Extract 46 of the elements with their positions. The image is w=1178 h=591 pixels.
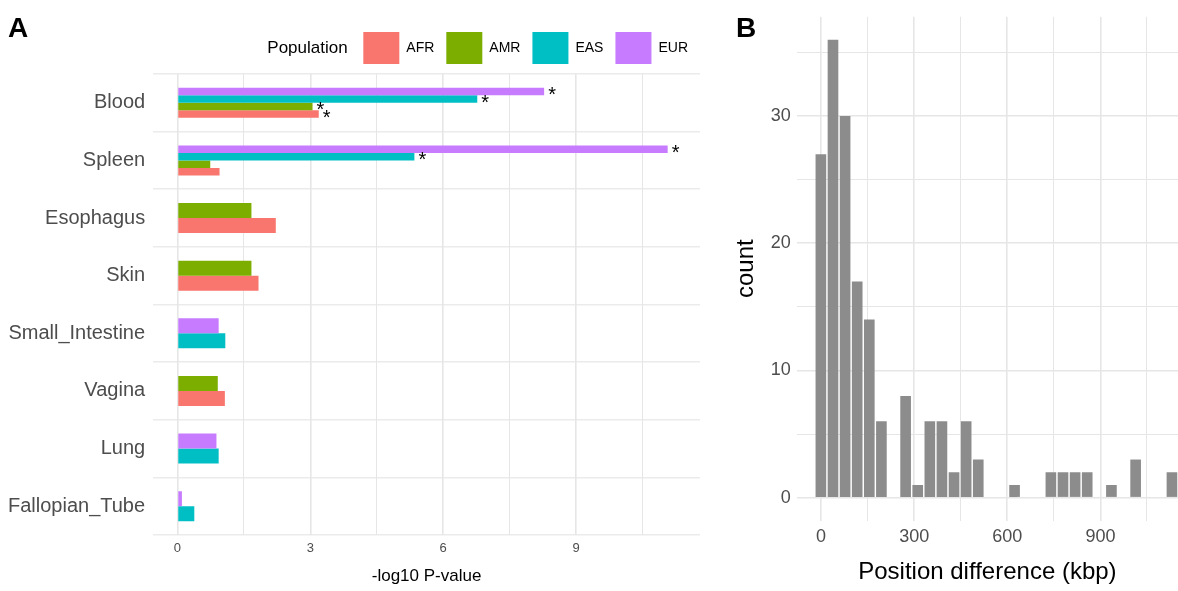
y-tick-label: Fallopian_Tube xyxy=(7,493,146,517)
bar xyxy=(178,433,217,449)
data-label: * xyxy=(418,148,427,171)
x-tick-label: 6 xyxy=(439,540,447,556)
legend-label: EUR xyxy=(658,38,688,55)
bar xyxy=(178,260,252,276)
data-label: * xyxy=(481,90,490,113)
bar xyxy=(178,491,182,507)
bar xyxy=(178,506,195,522)
legend-label: AFR xyxy=(406,38,435,55)
bar xyxy=(178,275,259,291)
x-tick-label: 0 xyxy=(173,540,182,556)
y-tick-label: 30 xyxy=(770,105,791,125)
x-tick-label: 0 xyxy=(816,526,827,547)
legend-label: AMR xyxy=(489,38,521,55)
x-axis-title: Position difference (kbp) xyxy=(858,557,1117,585)
chart-title: A xyxy=(8,12,29,44)
y-tick-label: Small_Intestine xyxy=(8,320,146,344)
y-tick-label: Lung xyxy=(100,436,146,459)
x-tick-label: 600 xyxy=(992,526,1023,547)
x-axis-title: -log10 P-value xyxy=(371,566,482,586)
data-label: * xyxy=(548,83,557,106)
y-tick-label: Esophagus xyxy=(45,205,146,228)
x-tick-label: 900 xyxy=(1085,526,1116,547)
y-axis-title: count xyxy=(731,239,759,299)
y-tick-label: Spleen xyxy=(82,147,146,170)
x-tick-label: 300 xyxy=(899,526,930,547)
bar xyxy=(178,218,276,234)
x-tick-label: 3 xyxy=(306,540,314,556)
bar xyxy=(178,203,252,219)
x-tick-label: 9 xyxy=(572,540,580,556)
bar xyxy=(178,333,226,349)
legend-title: Population xyxy=(267,38,348,58)
y-tick-label: 0 xyxy=(780,486,791,507)
bar xyxy=(178,448,219,464)
y-tick-label: Blood xyxy=(93,90,146,113)
bar xyxy=(178,390,225,406)
bar xyxy=(178,318,219,334)
y-tick-label: 10 xyxy=(770,359,791,380)
y-tick-label: Vagina xyxy=(84,378,146,401)
bar xyxy=(178,375,218,391)
legend-label: EAS xyxy=(575,38,604,55)
data-label: * xyxy=(671,140,680,163)
chart-title: B xyxy=(736,12,757,44)
y-tick-label: 20 xyxy=(770,232,791,253)
y-tick-label: Skin xyxy=(106,263,146,286)
